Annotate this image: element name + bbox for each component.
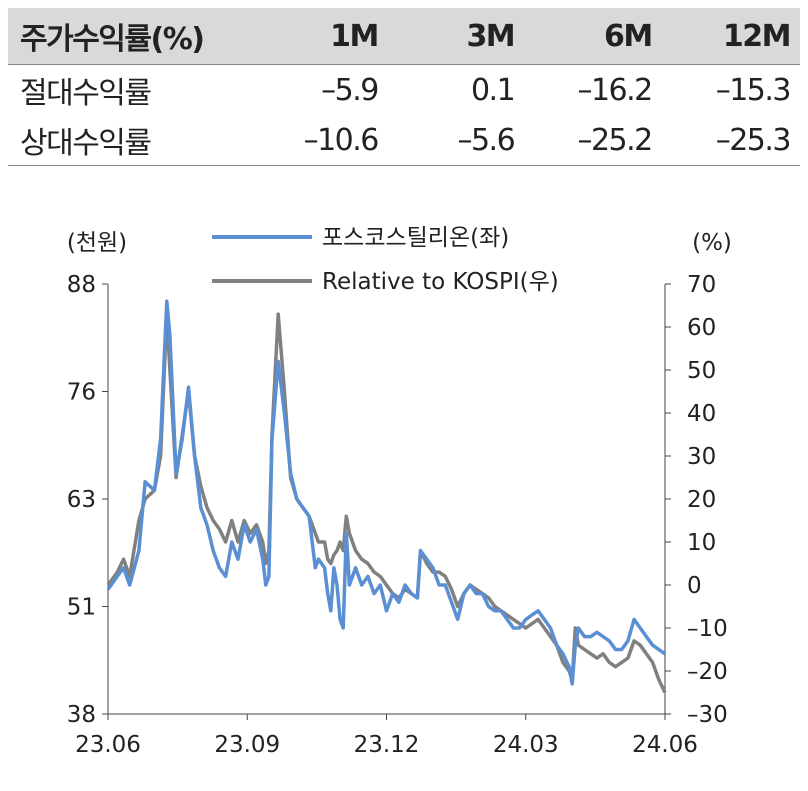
chart-axes: 88 76 63 51 38 70 60 50 40 30 20 10 0 –10 –20 –30 23.06 2… <box>67 230 732 758</box>
stock-chart: 88 76 63 51 38 70 60 50 40 30 20 10 0 –10 –20 –30 23.06 2… <box>67 225 732 758</box>
row-label: 절대수익률 <box>20 76 152 111</box>
legend-label: 포스코스틸리온(좌) <box>322 225 509 251</box>
y-right-tick-label: 70 <box>687 272 716 298</box>
y-right-tick-label: 10 <box>687 530 716 556</box>
table-cell: –25.2 <box>524 115 662 166</box>
y-right-tick-label: –10 <box>687 616 728 642</box>
y-right-tick-label: 0 <box>687 573 702 599</box>
header-cell: 12M <box>661 8 800 65</box>
chart-series <box>106 299 667 694</box>
x-tick-label: 24.06 <box>632 732 698 758</box>
y-right-tick-label: 20 <box>687 487 716 513</box>
table-cell: –25.3 <box>661 115 800 166</box>
y-left-tick-label: 63 <box>67 487 96 513</box>
y-right-tick-label: 30 <box>687 444 716 470</box>
table-cell: –15.3 <box>715 72 792 108</box>
row-label: 상대수익률 <box>8 115 251 166</box>
table-cell: –10.6 <box>250 115 388 166</box>
y-right-tick-label: –30 <box>687 702 728 728</box>
x-tick-label: 23.06 <box>75 732 141 758</box>
header-cell: 6M <box>524 8 662 65</box>
table-cell: 0.1 <box>470 72 516 108</box>
y-left-tick-label: 76 <box>67 380 96 406</box>
table-header-row: 주가수익률(%) 1M 3M 6M 12M <box>8 8 800 65</box>
y-right-unit-label: (%) <box>692 230 732 256</box>
table-cell: –5.9 <box>321 72 379 108</box>
y-right-tick-label: 40 <box>687 401 716 427</box>
y-right-tick-label: 60 <box>687 315 716 341</box>
y-left-unit-label: (천원) <box>67 230 127 256</box>
y-left-tick-label: 51 <box>67 595 96 621</box>
table-cell: –5.6 <box>387 115 525 166</box>
header-cell: 3M <box>387 8 525 65</box>
x-tick-label: 23.12 <box>354 732 420 758</box>
chart-legend: 포스코스틸리온(좌) Relative to KOSPI(우) <box>212 225 559 295</box>
legend-label: Relative to KOSPI(우) <box>322 269 559 295</box>
x-tick-label: 24.03 <box>493 732 559 758</box>
y-left-tick-label: 88 <box>67 272 96 298</box>
y-right-tick-label: 50 <box>687 358 716 384</box>
returns-table: 주가수익률(%) 1M 3M 6M 12M 절대수익률 –5.9 0.1 –16… <box>8 8 800 166</box>
table-row: 절대수익률 –5.9 0.1 –16.2 –15.3 <box>8 65 800 116</box>
series-line-posco-steelion <box>106 299 666 686</box>
series-line-relative-kospi <box>106 312 667 694</box>
y-left-tick-label: 38 <box>67 702 96 728</box>
header-cell: 주가수익률(%) <box>8 8 251 65</box>
table-row: 상대수익률 –10.6 –5.6 –25.2 –25.3 <box>8 115 800 166</box>
table-cell: –16.2 <box>577 72 653 108</box>
x-tick-label: 23.09 <box>214 732 280 758</box>
header-cell: 1M <box>250 8 388 65</box>
y-right-tick-label: –20 <box>687 659 728 685</box>
